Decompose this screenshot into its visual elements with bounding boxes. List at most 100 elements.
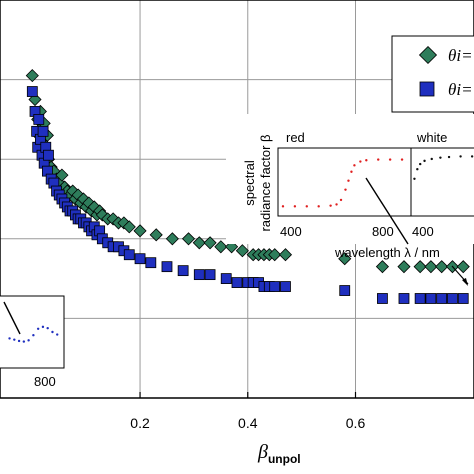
left-inset-point-2 xyxy=(17,339,21,343)
diamond-point-39 xyxy=(181,232,196,246)
left-inset-frame xyxy=(0,295,65,369)
square-point-39 xyxy=(161,261,173,273)
inset-white-curve xyxy=(413,155,474,180)
x-axis-label-sub: unpol xyxy=(268,452,301,466)
x-tick-label-0: 0.2 xyxy=(130,415,150,431)
inset-red-point-14 xyxy=(388,158,392,161)
diamond-point-56 xyxy=(435,260,449,274)
inset-xlabel: wavelength λ / nm xyxy=(334,245,440,260)
square-point-44 xyxy=(231,277,243,288)
diamond-point-30 xyxy=(95,208,109,222)
square-point-50 xyxy=(269,281,281,292)
square-point-37 xyxy=(134,253,146,265)
inset-white-tick-400: 400 xyxy=(412,224,434,239)
inset-red-label: red xyxy=(286,130,305,145)
diamond-point-35 xyxy=(122,220,136,234)
inset-red-point-1 xyxy=(293,205,297,208)
diamond-point-55 xyxy=(424,260,438,274)
square-point-59 xyxy=(457,293,469,304)
diamond-point-54 xyxy=(413,260,427,274)
left-inset-point-9 xyxy=(51,330,54,334)
inset-red-tick-800: 800 xyxy=(372,224,394,239)
inset-red-point-11 xyxy=(359,160,362,163)
square-point-43 xyxy=(220,273,232,285)
x-axis-label: βunpol xyxy=(257,441,301,466)
square-point-11 xyxy=(43,149,54,161)
square-point-41 xyxy=(193,269,205,281)
left-inset-pointer-line xyxy=(3,301,21,335)
diamond-point-40 xyxy=(192,236,206,250)
x-axis-label-main: β xyxy=(257,441,268,463)
diamond-point-52 xyxy=(375,260,389,274)
square-point-58 xyxy=(447,293,458,304)
inset-red-point-0 xyxy=(281,205,285,208)
square-point-40 xyxy=(177,265,189,277)
square-point-54 xyxy=(398,293,410,304)
legend: θi= θi= xyxy=(391,35,474,113)
inset-red-point-12 xyxy=(365,159,368,162)
square-point-56 xyxy=(425,293,437,304)
inset-red-curve xyxy=(281,158,404,208)
inset-white-point-0 xyxy=(413,177,416,180)
inset-white-point-3 xyxy=(423,159,426,163)
inset-red-point-8 xyxy=(347,179,350,182)
inset-red-point-4 xyxy=(329,204,332,207)
diamond-point-51 xyxy=(338,252,352,266)
left-inset-point-8 xyxy=(46,326,49,330)
inset-white-label: white xyxy=(416,130,447,145)
square-point-51 xyxy=(280,281,291,292)
left-inset: 800 xyxy=(0,295,65,389)
legend-label-2: θi= xyxy=(448,80,473,99)
square-point-52 xyxy=(339,285,351,296)
inset-red-point-6 xyxy=(339,198,343,202)
inset-white-point-6 xyxy=(447,155,451,159)
square-point-57 xyxy=(436,293,448,304)
left-inset-point-6 xyxy=(36,327,40,330)
diamond-point-0 xyxy=(25,69,39,83)
inset-red-point-3 xyxy=(317,205,320,208)
inset-red-frame xyxy=(277,147,412,217)
left-inset-curve xyxy=(8,325,59,343)
x-ticks: 0.2 0.4 0.6 xyxy=(130,392,365,431)
inset-white-frame xyxy=(410,147,474,217)
diamond-point-50 xyxy=(278,248,293,262)
inset-red-tick-400: 400 xyxy=(280,224,302,239)
diamond-point-58 xyxy=(456,260,470,274)
inset-red-point-9 xyxy=(350,170,353,173)
x-tick-label-1: 0.4 xyxy=(238,415,258,431)
inset-white-point-5 xyxy=(439,156,442,159)
square-point-7 xyxy=(37,125,49,137)
diamond-point-36 xyxy=(133,224,147,238)
x-tick-label-2: 0.6 xyxy=(346,415,366,431)
diamond-point-42 xyxy=(214,240,228,254)
legend-marker-diamond xyxy=(418,45,438,65)
left-inset-point-4 xyxy=(27,339,30,342)
inset-pointer-line xyxy=(365,177,409,245)
inset-ylabel-line2: radiance factor β xyxy=(258,134,273,231)
inset-red-point-10 xyxy=(353,164,356,167)
square-point-36 xyxy=(123,249,135,261)
square-point-55 xyxy=(414,293,426,304)
series-group xyxy=(25,69,470,304)
inset-white-point-8 xyxy=(470,155,474,158)
diamond-point-37 xyxy=(149,228,163,242)
legend-marker-square xyxy=(419,81,435,97)
inset-red-point-5 xyxy=(335,203,338,206)
left-inset-tick-800: 800 xyxy=(34,374,56,389)
main-inset: red white spectral radiance factor β 400… xyxy=(226,114,474,286)
plot-frame xyxy=(0,0,474,399)
left-inset-point-10 xyxy=(56,333,59,336)
diamond-point-49 xyxy=(268,248,282,262)
inset-red-point-15 xyxy=(400,158,404,161)
square-point-4 xyxy=(33,114,45,125)
inset-red-point-2 xyxy=(305,205,308,208)
left-inset-point-7 xyxy=(41,325,45,329)
square-point-0 xyxy=(26,86,38,97)
diamond-point-41 xyxy=(203,236,217,250)
inset-white-point-1 xyxy=(416,168,419,171)
square-point-42 xyxy=(204,269,216,281)
inset-red-point-7 xyxy=(344,188,347,191)
left-inset-point-1 xyxy=(13,338,16,341)
legend-box xyxy=(391,35,474,113)
